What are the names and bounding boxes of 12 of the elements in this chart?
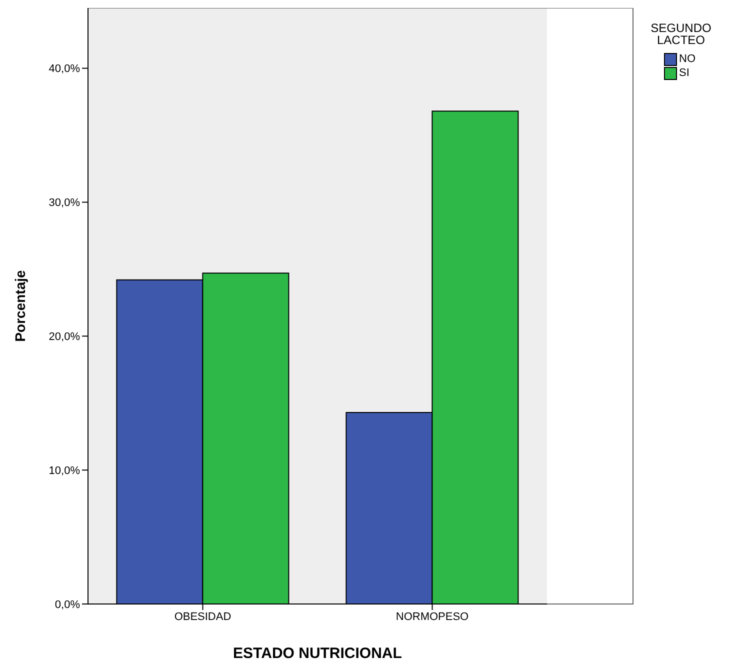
y-tick-label: 30,0% xyxy=(48,197,80,210)
legend-label: SI xyxy=(679,67,690,79)
y-tick-label: 10,0% xyxy=(48,464,80,477)
x-tick-label: OBESIDAD xyxy=(174,610,232,623)
y-tick-label: 20,0% xyxy=(48,331,80,344)
y-tick-label: 40,0% xyxy=(48,63,80,76)
y-axis-title: Porcentaje xyxy=(12,270,28,342)
legend-title: SEGUNDO LACTEO xyxy=(650,21,712,47)
legend-label: NO xyxy=(679,53,696,65)
x-tick-label: NORMOPESO xyxy=(396,610,470,623)
x-axis-title: ESTADO NUTRICIONAL xyxy=(233,645,402,662)
y-tick-label: 0,0% xyxy=(54,598,80,611)
